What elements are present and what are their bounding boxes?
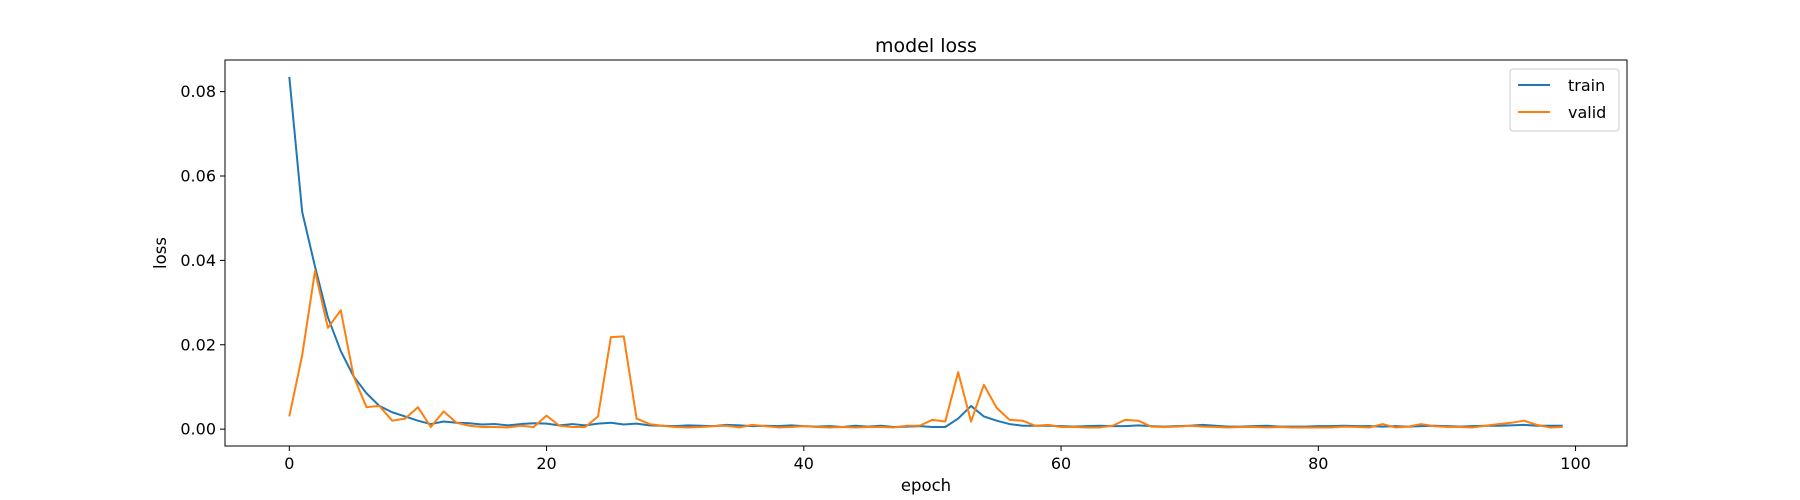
x-tick-label: 80: [1308, 454, 1328, 473]
y-tick-label: 0.08: [180, 82, 216, 101]
y-tick-label: 0.06: [180, 167, 216, 186]
x-tick-label: 60: [1051, 454, 1071, 473]
series-line-valid: [288, 269, 1563, 429]
y-tick-label: 0.04: [180, 251, 216, 270]
series-line-train: [288, 76, 1563, 429]
legend-label-train: train: [1568, 76, 1605, 95]
y-axis-label: loss: [151, 237, 170, 269]
chart-title: model loss: [875, 35, 977, 57]
y-axis: 0.00 0.02 0.04 0.06 0.08: [180, 82, 225, 439]
x-axis: 0 20 40 60 80 100: [284, 446, 1591, 473]
y-tick-label: 0.00: [180, 420, 216, 439]
axes-frame: [224, 59, 1628, 447]
legend-label-valid: valid: [1568, 103, 1606, 122]
x-tick-label: 100: [1560, 454, 1591, 473]
x-axis-label: epoch: [901, 476, 951, 495]
legend: train valid: [1509, 68, 1620, 132]
x-tick-label: 20: [536, 454, 556, 473]
y-tick-label: 0.02: [180, 335, 216, 354]
x-tick-label: 40: [794, 454, 814, 473]
plot-area: [288, 76, 1563, 429]
x-tick-label: 0: [284, 454, 294, 473]
